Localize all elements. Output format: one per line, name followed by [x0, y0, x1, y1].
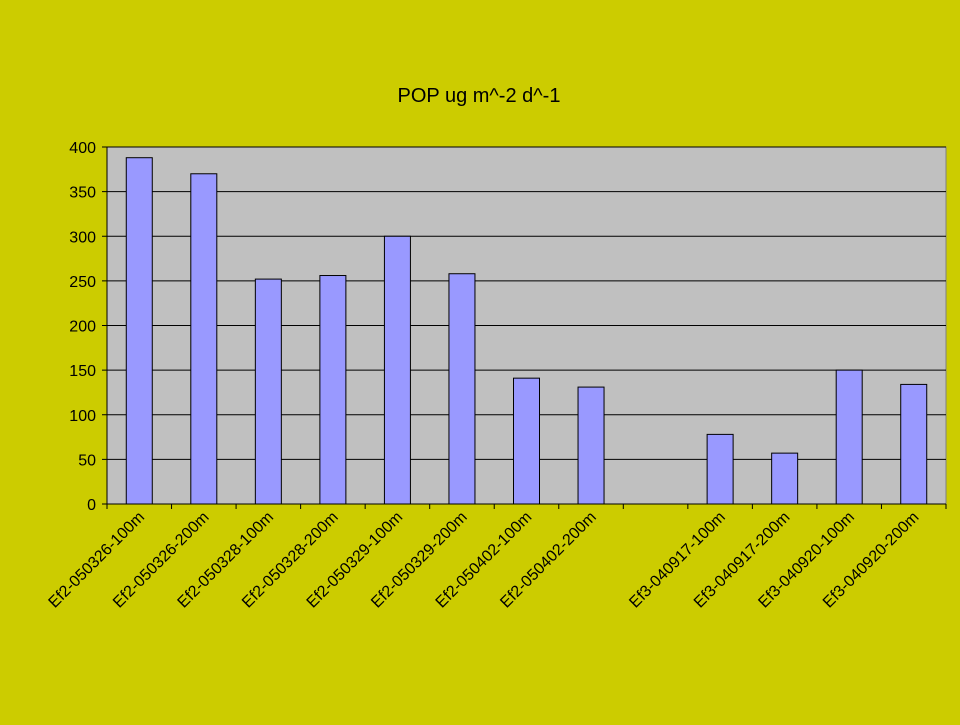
bar: [319, 275, 347, 505]
bar: [577, 386, 605, 505]
y-tick-label: 50: [78, 452, 96, 469]
y-tick-label: 200: [69, 319, 96, 336]
bar: [513, 377, 540, 505]
bar: [835, 369, 863, 505]
bar: [125, 157, 153, 505]
bar: [706, 433, 734, 505]
y-tick-label: 150: [69, 363, 96, 380]
plot-area-group: 050100150200250300350400Ef2-050326-100mE…: [46, 140, 947, 611]
bar: [190, 173, 218, 505]
y-tick-label: 100: [69, 408, 96, 425]
bar: [383, 235, 411, 505]
bar: [448, 273, 476, 505]
bar: [900, 383, 928, 505]
bar: [771, 452, 799, 505]
chart-title: POP ug m^-2 d^-1: [398, 85, 561, 107]
bar: [254, 278, 282, 505]
y-tick-label: 350: [69, 185, 96, 202]
y-tick-label: 0: [87, 497, 96, 514]
y-tick-label: 250: [69, 274, 96, 291]
y-tick-label: 400: [69, 140, 96, 157]
y-tick-label: 300: [69, 229, 96, 246]
